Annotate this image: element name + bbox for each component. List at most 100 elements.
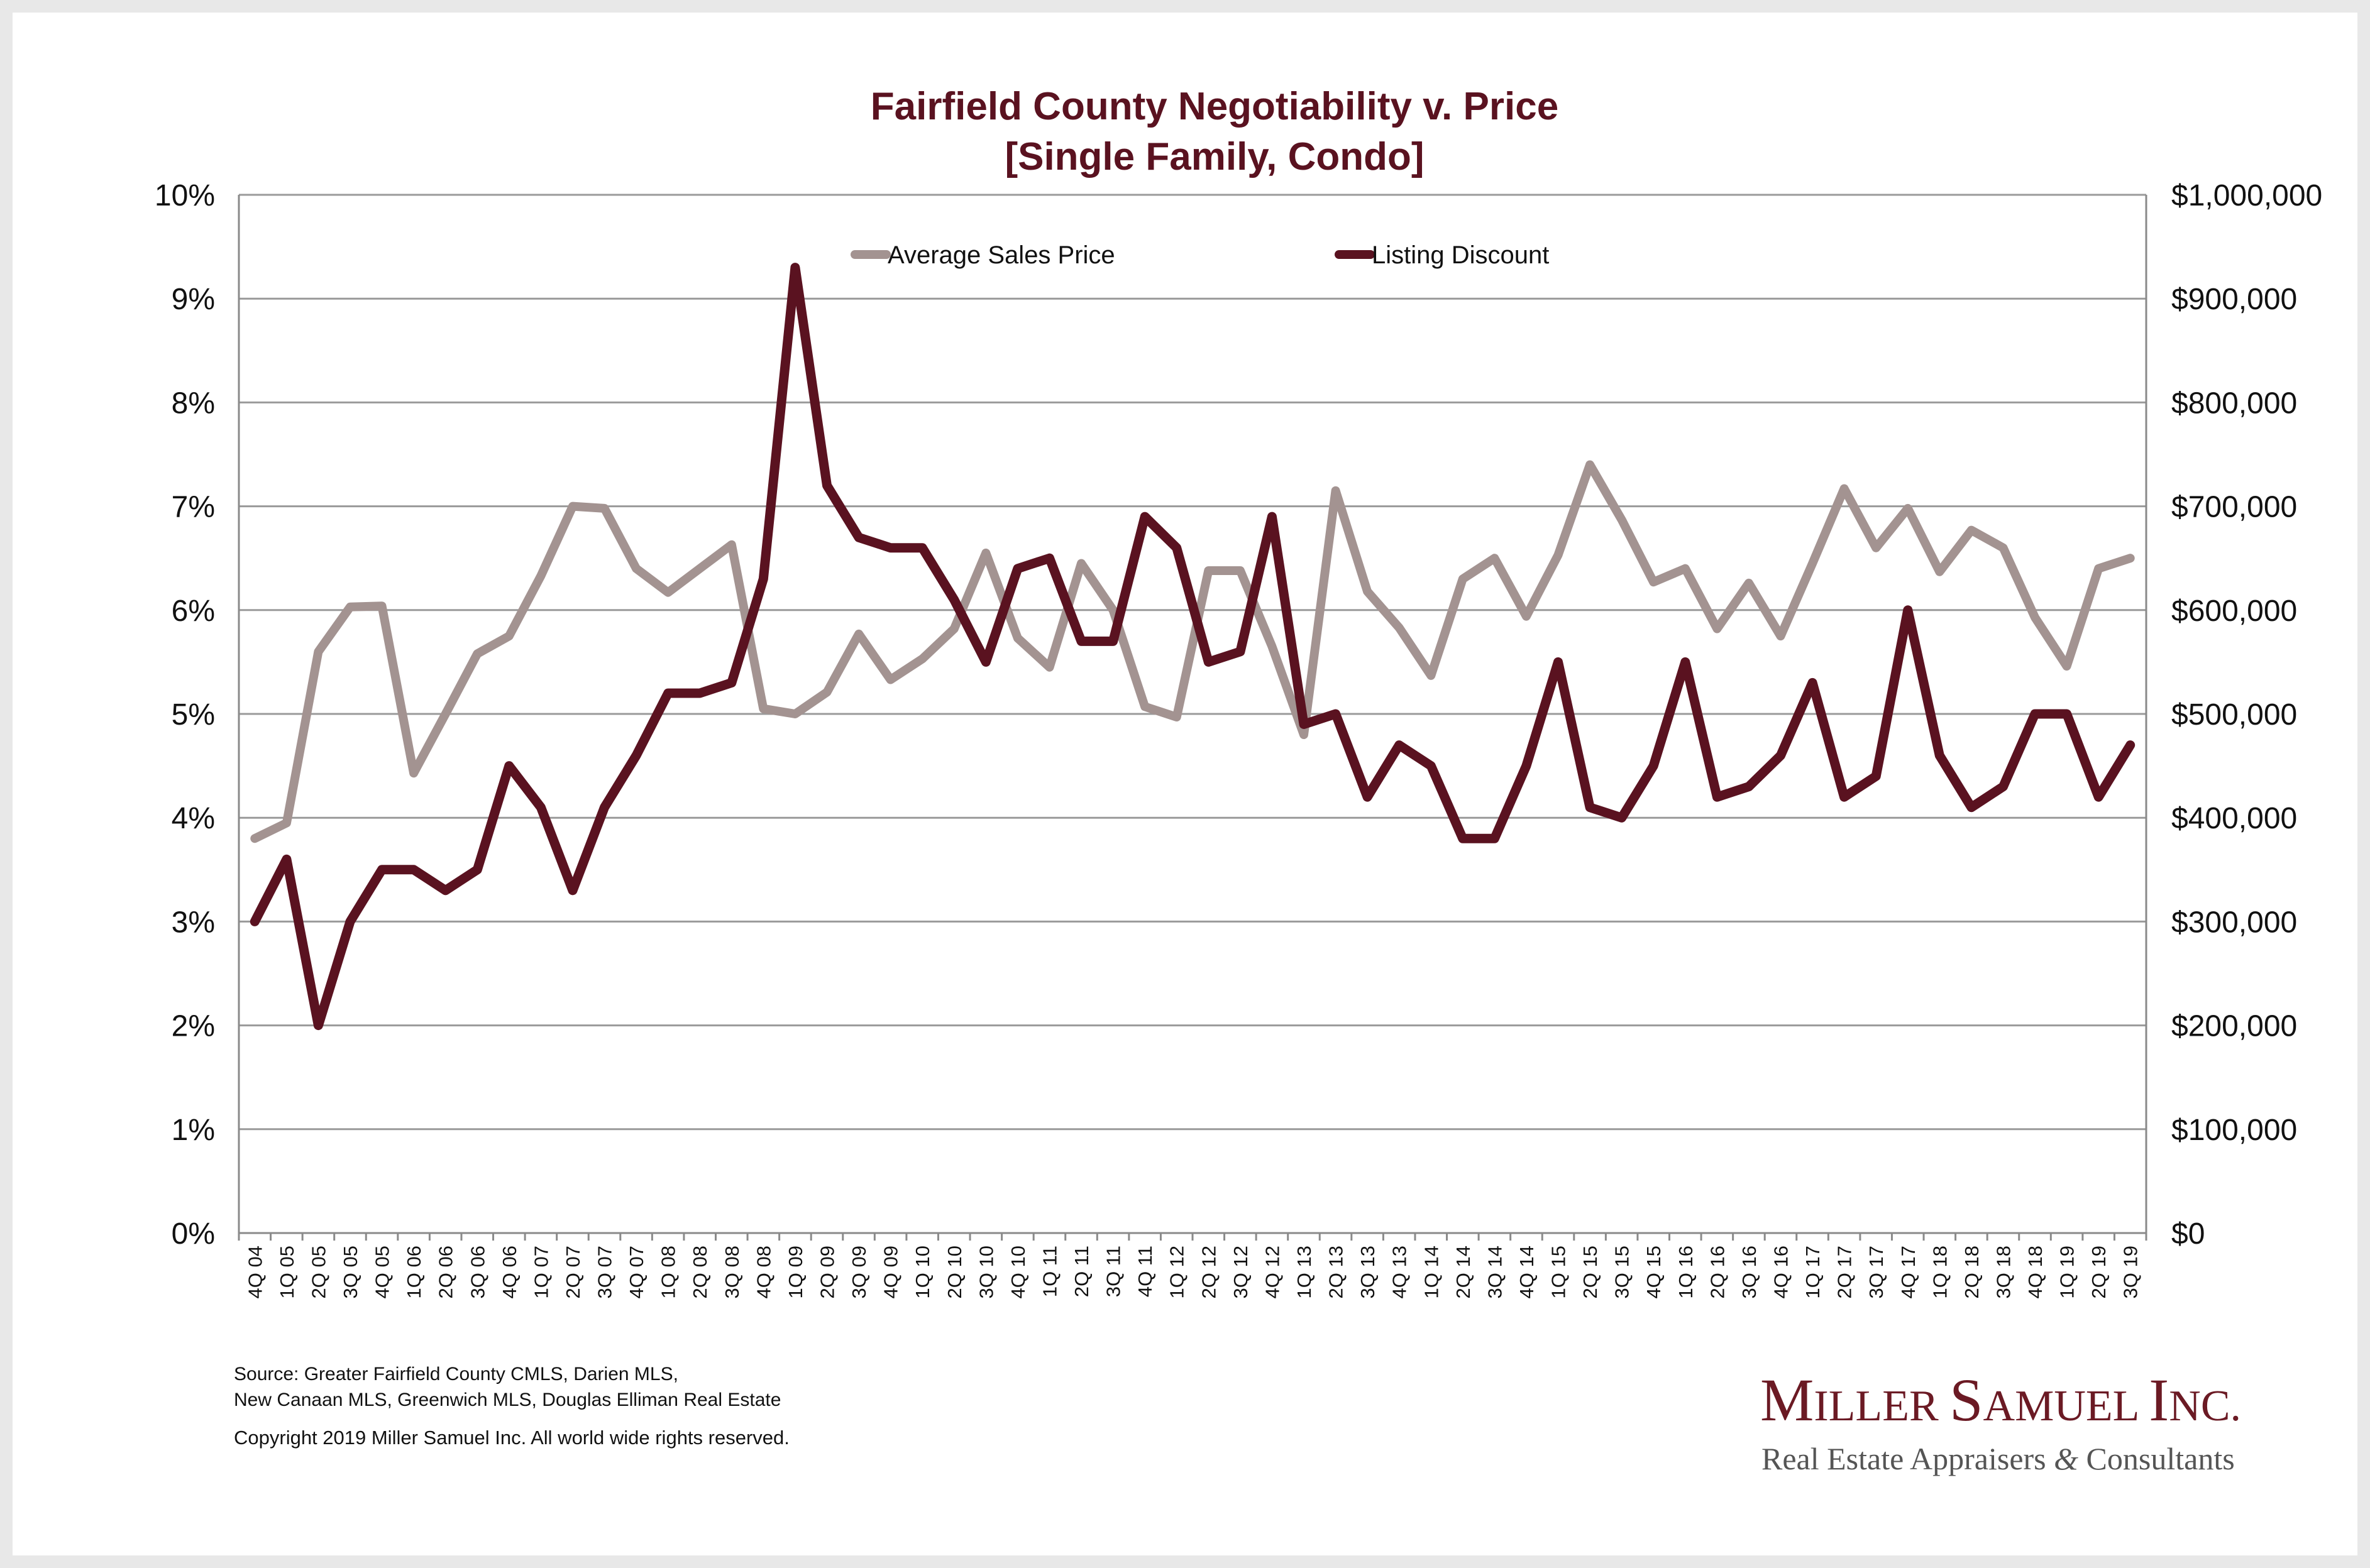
x-tick-label: 3Q 18 bbox=[1992, 1246, 2014, 1298]
x-tick-label: 1Q 08 bbox=[658, 1246, 680, 1298]
x-tick-label: 2Q 18 bbox=[1961, 1246, 1983, 1298]
x-tick-label: 1Q 10 bbox=[912, 1246, 934, 1298]
x-tick-label: 1Q 07 bbox=[530, 1246, 552, 1298]
x-tick-label: 1Q 14 bbox=[1420, 1246, 1442, 1298]
x-tick-label: 4Q 11 bbox=[1134, 1246, 1156, 1297]
x-tick-label: 3Q 19 bbox=[2120, 1246, 2142, 1298]
grid-lines bbox=[239, 194, 2146, 1234]
series-line-listing-discount bbox=[250, 263, 2136, 1031]
right-tick-label: $100,000 bbox=[2171, 1114, 2297, 1147]
right-tick-label: $200,000 bbox=[2171, 1010, 2297, 1043]
x-tick-label: 1Q 06 bbox=[403, 1246, 425, 1298]
x-tick-label: 1Q 15 bbox=[1548, 1246, 1570, 1298]
x-tick-label: 4Q 12 bbox=[1261, 1246, 1283, 1298]
x-tick-label: 2Q 07 bbox=[562, 1246, 584, 1298]
chart-title: Fairfield County Negotiability v. Price bbox=[871, 85, 1558, 128]
left-tick-label: 7% bbox=[172, 491, 215, 524]
x-tick-label: 3Q 06 bbox=[466, 1246, 488, 1298]
right-tick-label: $800,000 bbox=[2171, 387, 2297, 420]
x-tick-label: 1Q 16 bbox=[1675, 1246, 1697, 1298]
left-tick-label: 3% bbox=[172, 906, 215, 939]
x-tick-label: 4Q 04 bbox=[244, 1246, 266, 1298]
left-tick-label: 8% bbox=[172, 387, 215, 420]
x-tick-label: 3Q 16 bbox=[1738, 1246, 1760, 1298]
x-tick-label: 4Q 17 bbox=[1897, 1246, 1919, 1298]
x-tick-label: 4Q 07 bbox=[626, 1246, 648, 1298]
x-tick-label: 2Q 05 bbox=[307, 1246, 329, 1298]
x-tick-label: 3Q 12 bbox=[1230, 1246, 1252, 1298]
right-tick-label: $500,000 bbox=[2171, 698, 2297, 732]
x-tick-label: 4Q 10 bbox=[1007, 1246, 1029, 1298]
right-tick-label: $400,000 bbox=[2171, 802, 2297, 835]
legend: Average Sales Price Listing Discount bbox=[851, 241, 1549, 269]
x-tick-label: 1Q 11 bbox=[1039, 1246, 1061, 1297]
x-tick-label: 1Q 19 bbox=[2056, 1246, 2078, 1298]
x-tick-label: 3Q 14 bbox=[1484, 1246, 1506, 1298]
x-tick-label: 1Q 05 bbox=[276, 1246, 298, 1298]
x-tick-label: 2Q 13 bbox=[1325, 1246, 1347, 1298]
x-tick-label: 2Q 09 bbox=[816, 1246, 838, 1298]
left-tick-label: 2% bbox=[172, 1010, 215, 1043]
right-axis-ticks: $0 $100,000 $200,000 $300,000 $400,000 $500,0… bbox=[2171, 179, 2322, 1251]
x-tick-label: 2Q 06 bbox=[435, 1246, 457, 1298]
x-tick-label: 4Q 15 bbox=[1643, 1246, 1665, 1298]
axes bbox=[238, 195, 2147, 1241]
x-tick-label: 3Q 05 bbox=[339, 1246, 361, 1298]
left-tick-label: 5% bbox=[172, 698, 215, 732]
left-tick-label: 6% bbox=[172, 595, 215, 628]
x-tick-label: 1Q 17 bbox=[1802, 1246, 1824, 1298]
copyright-text: Copyright 2019 Miller Samuel Inc. All wo… bbox=[234, 1427, 790, 1449]
source-line-1: Source: Greater Fairfield County CMLS, D… bbox=[234, 1364, 678, 1384]
legend-label-average-sales-price: Average Sales Price bbox=[888, 241, 1115, 269]
x-tick-label: 2Q 17 bbox=[1834, 1246, 1856, 1298]
left-tick-label: 0% bbox=[172, 1217, 215, 1251]
svg-text:Real Estate Appraisers & Consu: Real Estate Appraisers & Consultants bbox=[1761, 1441, 2235, 1476]
x-tick-label: 4Q 14 bbox=[1516, 1246, 1538, 1298]
miller-samuel-logo: MILLER SAMUEL INC. Real Estate Appraiser… bbox=[1760, 1366, 2241, 1476]
x-tick-label: 3Q 09 bbox=[848, 1246, 870, 1298]
x-tick-label: 4Q 06 bbox=[499, 1246, 521, 1298]
x-tick-label: 4Q 16 bbox=[1770, 1246, 1792, 1298]
x-tick-label: 2Q 14 bbox=[1452, 1246, 1474, 1298]
x-tick-label: 4Q 08 bbox=[752, 1246, 774, 1298]
x-tick-label: 2Q 11 bbox=[1071, 1246, 1093, 1297]
legend-label-listing-discount: Listing Discount bbox=[1372, 241, 1549, 269]
chart-svg: Fairfield County Negotiability v. Price … bbox=[155, 85, 2322, 1476]
svg-text:MILLER SAMUEL INC.: MILLER SAMUEL INC. bbox=[1760, 1366, 2241, 1434]
x-tick-label: 4Q 05 bbox=[372, 1246, 394, 1298]
right-tick-label: $300,000 bbox=[2171, 906, 2297, 939]
x-tick-label: 4Q 09 bbox=[880, 1246, 902, 1298]
left-tick-label: 9% bbox=[172, 283, 215, 316]
source-line-2: New Canaan MLS, Greenwich MLS, Douglas E… bbox=[234, 1390, 781, 1410]
x-tick-label: 4Q 18 bbox=[2024, 1246, 2046, 1298]
left-axis-ticks: 0% 1% 2% 3% 4% 5% 6% 7% 8% 9% 10% bbox=[155, 179, 215, 1251]
right-tick-label: $900,000 bbox=[2171, 283, 2297, 316]
chart-subtitle: [Single Family, Condo] bbox=[1005, 135, 1424, 178]
chart-frame: Fairfield County Negotiability v. Price … bbox=[13, 13, 2357, 1555]
x-tick-label: 2Q 12 bbox=[1198, 1246, 1220, 1298]
x-tick-label: 2Q 15 bbox=[1579, 1246, 1601, 1298]
right-tick-label: $700,000 bbox=[2171, 491, 2297, 524]
x-tick-label: 2Q 10 bbox=[944, 1246, 966, 1298]
x-tick-label: 3Q 15 bbox=[1611, 1246, 1633, 1298]
x-tick-label: 3Q 13 bbox=[1357, 1246, 1379, 1298]
x-tick-label: 3Q 11 bbox=[1103, 1246, 1125, 1297]
series-lines bbox=[250, 263, 2136, 1031]
x-tick-label: 1Q 18 bbox=[1929, 1246, 1951, 1298]
x-tick-label: 3Q 08 bbox=[721, 1246, 743, 1298]
left-tick-label: 1% bbox=[172, 1114, 215, 1147]
x-tick-label: 1Q 13 bbox=[1293, 1246, 1315, 1298]
x-axis-ticks: 4Q 04 1Q 05 2Q 05 3Q 05 4Q 05 1Q 06 2Q 06 3Q 06… bbox=[244, 1246, 2141, 1298]
series-line-average-sales-price bbox=[250, 460, 2135, 843]
left-tick-label: 4% bbox=[172, 802, 215, 835]
x-tick-label: 3Q 07 bbox=[594, 1246, 616, 1298]
right-tick-label: $0 bbox=[2171, 1217, 2205, 1251]
x-tick-label: 1Q 09 bbox=[785, 1246, 807, 1298]
x-tick-label: 2Q 08 bbox=[689, 1246, 711, 1298]
x-tick-label: 4Q 13 bbox=[1389, 1246, 1411, 1298]
right-tick-label: $1,000,000 bbox=[2171, 179, 2322, 212]
x-tick-label: 1Q 12 bbox=[1166, 1246, 1188, 1298]
x-tick-label: 2Q 16 bbox=[1706, 1246, 1728, 1298]
left-tick-label: 10% bbox=[155, 179, 215, 212]
right-tick-label: $600,000 bbox=[2171, 595, 2297, 628]
